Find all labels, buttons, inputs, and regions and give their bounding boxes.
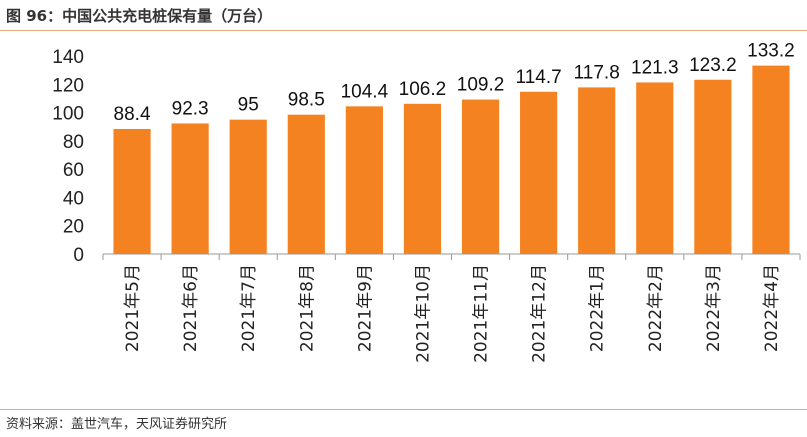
y-tick-label: 40 <box>63 188 84 209</box>
x-tick-label: 2022年4月 <box>762 264 782 352</box>
x-axis: 2021年5月 2021年6月 2021年7月 2021年8月 2021年9月 2021年… <box>102 253 801 363</box>
x-tick-label: 2021年5月 <box>123 264 143 352</box>
y-tick-label: 60 <box>63 160 84 181</box>
x-tick-label: 2021年9月 <box>355 264 375 352</box>
y-axis: 0 20 40 60 80 100 120 140 <box>52 47 84 266</box>
y-tick-label: 80 <box>63 132 84 153</box>
bar <box>287 114 325 254</box>
x-tick-label: 2021年10月 <box>413 264 433 363</box>
data-label: 133.2 <box>747 41 795 62</box>
chart-title: 图 96：中国公共充电桩保有量（万台） <box>6 7 273 25</box>
bar <box>636 82 674 254</box>
x-tick-label: 2022年1月 <box>588 264 608 352</box>
data-label: 117.8 <box>574 62 620 83</box>
bar <box>461 99 500 254</box>
bar <box>113 128 151 254</box>
bar <box>694 79 732 254</box>
source-divider <box>0 409 807 410</box>
data-label: 106.2 <box>399 79 447 100</box>
data-label: 121.3 <box>631 57 679 78</box>
bar <box>229 119 267 255</box>
bar <box>520 91 558 254</box>
x-tick-label: 2022年2月 <box>646 264 666 352</box>
x-tick-label: 2021年12月 <box>530 264 550 363</box>
x-tick-label: 2021年11月 <box>472 264 492 363</box>
source-note: 资料来源：盖世汽车，天风证券研究所 <box>6 417 228 432</box>
data-label: 95 <box>238 95 259 116</box>
data-label: 104.4 <box>341 81 389 102</box>
y-tick-label: 20 <box>63 217 84 238</box>
data-label: 114.7 <box>516 67 562 88</box>
x-tick-label: 2022年3月 <box>704 264 724 352</box>
data-label: 109.2 <box>457 75 505 96</box>
title-divider <box>0 30 807 31</box>
bar <box>752 65 790 254</box>
bar <box>345 106 383 254</box>
bar <box>171 123 209 254</box>
bar <box>578 87 616 254</box>
data-label: 98.5 <box>288 90 325 111</box>
bar <box>403 103 442 254</box>
bars <box>113 65 790 255</box>
y-tick-label: 120 <box>52 75 84 96</box>
y-tick-label: 140 <box>52 47 84 68</box>
data-labels: 88.4 92.3 95 98.5 104.4 106.2 109.2 114.7 117.8 1… <box>114 41 795 125</box>
y-tick-label: 100 <box>52 104 84 125</box>
x-tick-label: 2021年8月 <box>297 264 317 352</box>
x-tick-label: 2021年6月 <box>181 264 201 352</box>
y-tick-label: 0 <box>73 245 84 266</box>
data-label: 123.2 <box>689 55 737 76</box>
data-label: 92.3 <box>172 98 209 119</box>
x-tick-label: 2021年7月 <box>239 264 259 352</box>
data-label: 88.4 <box>114 104 151 125</box>
